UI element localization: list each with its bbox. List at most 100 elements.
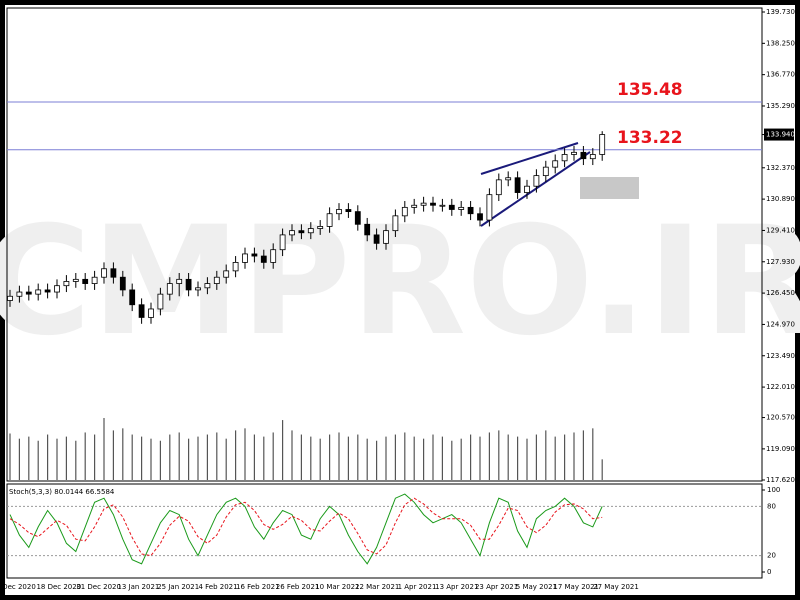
stoch-tick-label: 80: [767, 502, 776, 510]
candle-body: [486, 194, 493, 221]
candle-body: [514, 177, 521, 193]
candle-body: [495, 179, 502, 196]
x-tick-label: 26 Feb 2021: [276, 583, 320, 591]
x-tick-label: 18 Dec 2020: [36, 583, 81, 591]
candle-body: [524, 185, 530, 193]
y-tick-label: 130.890: [766, 195, 795, 203]
candle-body: [232, 262, 239, 272]
level-label: 135.48: [617, 80, 683, 100]
x-tick-label: 22 Mar 2021: [355, 583, 399, 591]
y-tick-label: 120.570: [766, 414, 795, 422]
candle-body: [260, 255, 267, 263]
candle-body: [101, 268, 107, 278]
stoch-tick-label: 0: [767, 568, 771, 576]
y-tick-label: 139.730: [766, 8, 795, 16]
candle-body: [336, 209, 342, 215]
stoch-title: Stoch(5,3,3) 80.0144 66.5584: [9, 488, 115, 496]
candle-body: [129, 289, 136, 306]
candle-body: [242, 253, 248, 263]
candle-body: [571, 151, 577, 155]
x-tick-label: 5 May 2021: [516, 583, 557, 591]
candle-body: [467, 206, 474, 215]
candle-body: [561, 154, 568, 162]
candle-body: [223, 270, 230, 278]
y-tick-label: 124.970: [766, 320, 795, 328]
candle-body: [542, 166, 549, 177]
candle-body: [458, 206, 465, 210]
y-tick-label: 135.290: [766, 102, 795, 110]
candle-body: [289, 230, 295, 236]
y-tick-label: 123.490: [766, 352, 795, 360]
y-tick-label: 138.250: [766, 39, 795, 47]
candle-body: [307, 228, 314, 234]
candle-body: [72, 278, 79, 282]
candle-body: [401, 206, 408, 217]
level-label: 133.22: [617, 128, 683, 148]
candle-body: [430, 202, 436, 206]
x-tick-label: 4 Feb 2021: [198, 583, 237, 591]
candle-body: [16, 291, 23, 297]
candle-body: [7, 295, 13, 301]
candle-body: [392, 215, 399, 232]
y-tick-label: 129.410: [766, 226, 795, 234]
candle-body: [477, 213, 483, 221]
candle-body: [420, 202, 427, 206]
stoch-d-line: [9, 497, 603, 557]
candle-body: [411, 204, 418, 208]
candle-body: [166, 283, 173, 295]
candle-body: [270, 249, 277, 263]
y-tick-label: 132.370: [766, 164, 795, 172]
zone-box: [580, 177, 639, 199]
candle-body: [580, 151, 587, 160]
candle-body: [298, 230, 305, 234]
candle-body: [44, 289, 51, 293]
y-tick-label: 126.450: [766, 289, 795, 297]
candle-body: [326, 213, 333, 227]
candle-body: [317, 226, 324, 229]
candle-body: [110, 268, 117, 278]
candle-body: [91, 276, 98, 284]
candle-body: [195, 287, 201, 291]
x-tick-label: 13 Jan 2021: [117, 583, 159, 591]
candle-body: [505, 177, 512, 181]
candle-body: [354, 211, 361, 225]
candle-body: [82, 278, 89, 284]
stoch-tick-label: 20: [767, 552, 776, 560]
x-tick-label: 16 Feb 2021: [236, 583, 280, 591]
candle-body: [373, 234, 380, 244]
candle-body: [251, 253, 258, 257]
x-tick-label: 10 Mar 2021: [315, 583, 359, 591]
y-tick-label: 119.090: [766, 445, 795, 453]
x-tick-label: 31 Dec 2020: [76, 583, 121, 591]
trendline: [480, 142, 579, 175]
candle-body: [138, 304, 145, 318]
y-tick-label: 122.010: [766, 383, 795, 391]
x-tick-label: 27 May 2021: [593, 583, 639, 591]
candle-body: [589, 154, 596, 160]
candle-body: [119, 276, 126, 291]
y-tick-label: 136.770: [766, 71, 795, 79]
candle-body: [176, 278, 183, 284]
stoch-k-line: [9, 493, 603, 565]
candle-body: [279, 234, 286, 251]
y-tick-label: 117.620: [766, 476, 795, 484]
trendline: [480, 151, 591, 227]
candle-body: [552, 160, 559, 168]
stoch-tick-label: 100: [767, 486, 780, 494]
x-tick-label: Dec 2020: [2, 583, 36, 591]
last-price-label: 133.940: [766, 131, 795, 139]
candle-body: [364, 223, 371, 236]
candle-body: [185, 278, 192, 291]
candle-body: [448, 204, 455, 210]
candle-body: [35, 289, 42, 295]
candle-body: [213, 276, 220, 284]
candle-body: [345, 209, 352, 213]
watermark: CMPRO.IR: [0, 195, 800, 369]
candle-body: [25, 291, 32, 295]
candle-body: [148, 308, 154, 318]
candle-body: [383, 230, 389, 244]
x-tick-label: 13 Apr 2021: [435, 583, 478, 591]
x-tick-label: 1 Apr 2021: [398, 583, 437, 591]
